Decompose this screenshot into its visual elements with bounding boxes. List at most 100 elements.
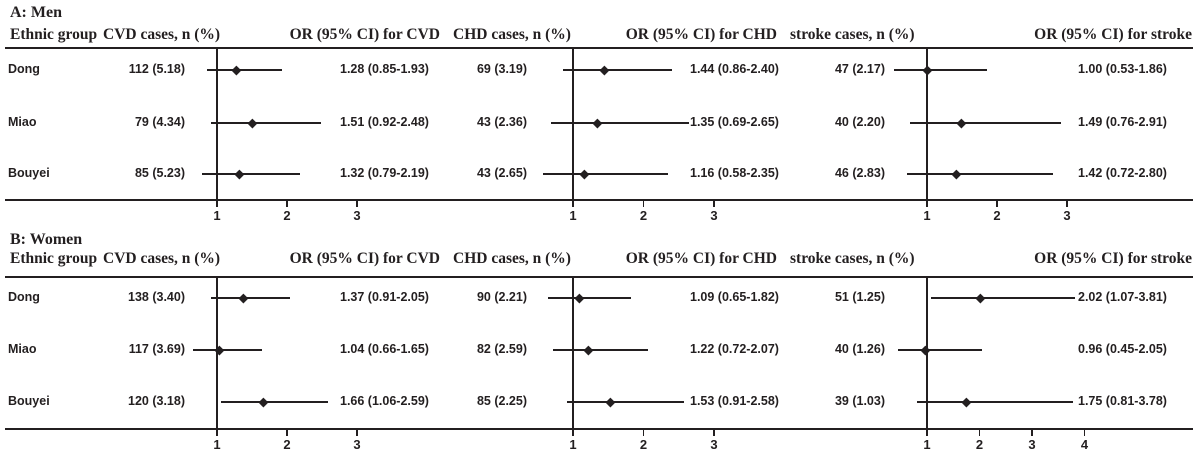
panel-b-title: B: Women	[10, 231, 83, 248]
ci-line	[210, 296, 291, 300]
column-header-cvd-or-men: OR (95% CI) for CVD	[289, 26, 440, 43]
axis-tick-label: 2	[283, 437, 291, 452]
cases-value: 79 (4.34)	[134, 115, 185, 129]
axis-tick	[713, 201, 715, 207]
axis-tick-label: 2	[993, 208, 1001, 223]
cases-value: 120 (3.18)	[128, 394, 185, 408]
axis-tick	[1066, 201, 1068, 207]
axis-tick	[216, 430, 218, 436]
group-label: Bouyei	[8, 394, 50, 408]
cases-value: 39 (1.03)	[834, 394, 885, 408]
axis-tick-label: 4	[1080, 437, 1089, 452]
axis-tick	[642, 430, 645, 436]
or-marker	[574, 293, 585, 303]
or-value: 1.49 (0.76-2.91)	[1078, 115, 1167, 129]
column-header-chd-or-men: OR (95% CI) for CHD	[625, 26, 777, 43]
cases-value: 46 (2.83)	[834, 166, 885, 180]
or-value: 1.53 (0.91-2.58)	[690, 394, 779, 408]
axis-line-men	[5, 198, 1193, 202]
or-value: 1.22 (0.72-2.07)	[690, 342, 779, 356]
cases-value: 85 (2.25)	[476, 394, 527, 408]
axis-tick-label: 3	[710, 208, 718, 223]
or-value: 1.75 (0.81-3.78)	[1078, 394, 1167, 408]
ci-line	[917, 400, 1073, 404]
or-marker	[234, 169, 245, 179]
or-marker	[922, 65, 932, 75]
axis-tick	[926, 201, 928, 207]
or-value: 1.16 (0.58-2.35)	[690, 166, 779, 180]
column-header-ethnic-group-men: Ethnic group	[10, 26, 98, 43]
column-header-cvd-cases-women: CVD cases, n (%)	[103, 250, 221, 267]
reference-line	[572, 49, 574, 200]
axis-tick	[216, 201, 218, 207]
or-marker	[247, 118, 258, 128]
cases-value: 85 (5.23)	[134, 166, 185, 180]
or-value: 1.00 (0.53-1.86)	[1078, 62, 1167, 76]
group-label: Dong	[8, 290, 40, 304]
group-label: Bouyei	[8, 166, 50, 180]
column-header-cvd-or-women: OR (95% CI) for CVD	[289, 250, 440, 267]
axis-tick	[713, 430, 715, 436]
ci-line	[553, 348, 649, 352]
cases-value: 117 (3.69)	[128, 342, 185, 356]
axis-tick	[572, 430, 574, 436]
ci-line	[206, 68, 283, 72]
cases-value: 43 (2.65)	[476, 166, 527, 180]
axis-line-women	[5, 427, 1193, 431]
reference-line	[572, 278, 574, 429]
cases-value: 138 (3.40)	[128, 290, 185, 304]
or-marker	[238, 293, 248, 303]
reference-line	[926, 49, 928, 200]
axis-tick	[996, 201, 998, 207]
or-marker	[961, 397, 972, 407]
ci-line	[543, 172, 669, 176]
or-marker	[920, 345, 930, 355]
axis-tick	[978, 430, 981, 436]
cases-value: 40 (2.20)	[834, 115, 885, 129]
ci-line	[548, 296, 631, 300]
column-header-cvd-cases-men: CVD cases, n (%)	[103, 26, 221, 43]
axis-tick	[1083, 430, 1086, 436]
or-value: 1.04 (0.66-1.65)	[340, 342, 429, 356]
axis-tick	[286, 430, 288, 436]
or-marker	[592, 118, 603, 128]
axis-tick	[572, 201, 574, 207]
or-marker	[583, 345, 594, 355]
column-header-stroke-cases-women: stroke cases, n (%)	[790, 250, 915, 267]
axis-tick	[1031, 430, 1033, 436]
ci-line	[898, 348, 983, 352]
axis-tick-label: 1	[569, 208, 577, 223]
cases-value: 112 (5.18)	[128, 62, 185, 76]
axis-tick	[926, 430, 928, 436]
header-rule-men	[5, 46, 1193, 50]
group-label: Miao	[8, 342, 37, 356]
ci-line	[566, 400, 685, 404]
cases-value: 90 (2.21)	[476, 290, 527, 304]
cases-value: 40 (1.26)	[834, 342, 885, 356]
axis-tick-label: 2	[283, 208, 291, 223]
ci-line	[551, 121, 690, 125]
header-rule-women	[5, 275, 1193, 279]
axis-tick-label: 2	[975, 437, 984, 452]
or-value: 1.51 (0.92-2.48)	[340, 115, 429, 129]
or-value: 1.28 (0.85-1.93)	[340, 62, 429, 76]
column-header-ethnic-group-women: Ethnic group	[10, 250, 98, 267]
cases-value: 47 (2.17)	[834, 62, 885, 76]
cases-value: 82 (2.59)	[476, 342, 527, 356]
or-value: 1.66 (1.06-2.59)	[340, 394, 429, 408]
axis-tick	[356, 201, 358, 207]
or-value: 1.35 (0.69-2.65)	[690, 115, 779, 129]
axis-tick	[642, 201, 645, 207]
ci-line	[202, 172, 301, 176]
column-header-chd-or-women: OR (95% CI) for CHD	[625, 250, 777, 267]
panel-a-title: A: Men	[10, 4, 62, 21]
or-marker	[956, 118, 967, 128]
or-marker	[605, 397, 616, 407]
cases-value: 69 (3.19)	[476, 62, 527, 76]
ci-line	[930, 296, 1075, 300]
axis-tick-label: 3	[353, 437, 361, 452]
axis-tick-label: 1	[923, 437, 931, 452]
or-marker	[599, 65, 609, 75]
axis-tick-label: 3	[710, 437, 718, 452]
axis-tick-label: 3	[353, 208, 361, 223]
